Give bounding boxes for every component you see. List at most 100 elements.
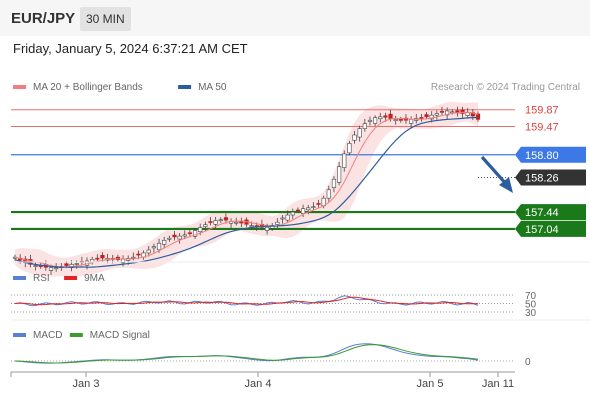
candle-body (198, 227, 203, 232)
rsi-level-label: 50 (525, 300, 537, 311)
x-tick-label: Jan 4 (245, 378, 272, 390)
candle-body (367, 119, 373, 122)
level-tags: 159.87 159.47 158.80 158.26 157.44 157.04 (515, 105, 586, 237)
candle-body (362, 123, 367, 129)
candle-body (280, 217, 285, 220)
candle-body (187, 232, 193, 235)
candle-body (429, 114, 434, 120)
candle-body (48, 267, 54, 271)
legend-label: MACD Signal (90, 330, 150, 341)
legend-label: 9MA (84, 273, 105, 284)
x-tick-label: Jan 11 (482, 378, 514, 390)
candle-body (383, 115, 388, 118)
bollinger-band-area (15, 101, 478, 277)
resistance-label: 159.47 (525, 122, 559, 134)
candle-body (208, 221, 213, 223)
legend-label: RSI (33, 273, 50, 284)
ma20-line (14, 111, 479, 268)
candle-body (434, 113, 439, 116)
timeframe-button[interactable]: 30 MIN (80, 7, 131, 31)
candle-body (192, 230, 198, 237)
x-tick-label: Jan 3 (73, 378, 100, 390)
candle-body (213, 220, 218, 225)
candle-body (300, 208, 306, 214)
macd-zero-label: 0 (525, 357, 531, 368)
ma50-line (14, 116, 479, 268)
candle-body (234, 221, 239, 224)
candle-body (100, 254, 105, 259)
candle-body (131, 256, 136, 259)
arrow-shaft (480, 155, 509, 187)
legend-swatch (13, 85, 26, 89)
candle-body (373, 117, 378, 124)
candle-body (146, 249, 151, 254)
candle-body (465, 112, 470, 116)
pivot-label: 158.80 (525, 150, 559, 162)
arrow-head (499, 177, 513, 193)
candle-body (54, 267, 59, 270)
candle-body (223, 217, 229, 221)
timestamp: Friday, January 5, 2024 6:37:21 AM CET (13, 41, 248, 56)
candle-body (182, 234, 187, 237)
candle-body (357, 128, 362, 138)
candle-body (285, 214, 290, 221)
candle-body (336, 166, 342, 183)
header-bar: EUR/JPY 30 MIN (0, 0, 590, 36)
candle-body (424, 114, 429, 118)
candle-body (311, 206, 316, 208)
candle-body (306, 207, 311, 211)
candle-body (33, 265, 38, 267)
candle-body (177, 235, 182, 240)
rsi-line (14, 295, 479, 307)
forecast-arrow (480, 155, 513, 193)
candle-body (439, 111, 445, 113)
support-label: 157.04 (525, 224, 559, 236)
candle-body (275, 221, 280, 225)
candle-body (156, 242, 162, 251)
candle-body (218, 219, 223, 221)
macd-panel: MACD MACD Signal 0 (11, 330, 531, 368)
pivot-tag (515, 146, 586, 163)
candle-body (393, 119, 398, 121)
candle-body (203, 224, 208, 227)
macd-signal-line (14, 344, 479, 364)
legend-swatch (64, 276, 78, 280)
current-price-label: 158.26 (525, 173, 559, 185)
candle-body (316, 203, 321, 205)
candle-body (64, 263, 69, 266)
bollinger-bands (15, 101, 478, 277)
legend-label: MACD (33, 330, 62, 341)
candle-body (167, 237, 172, 240)
candle-body (95, 257, 100, 260)
currency-pair-title: EUR/JPY (11, 10, 76, 27)
legend-swatch (13, 333, 26, 337)
candle-body (352, 134, 357, 141)
candle-body (347, 143, 352, 154)
research-credit: Research © 2024 Trading Central (431, 82, 580, 93)
legend-swatch (178, 85, 192, 89)
candle-body (419, 117, 424, 119)
macd-line (14, 343, 479, 364)
price-levels (11, 109, 515, 231)
candle-body (445, 110, 450, 116)
candle-body (326, 189, 331, 199)
candle-body (460, 109, 465, 114)
main-legend: MA 20 + Bollinger Bands MA 50 (13, 82, 227, 93)
candle-body (450, 111, 455, 114)
current-price-tag (515, 169, 586, 186)
candle-body (172, 234, 177, 238)
resistance-label: 159.87 (525, 105, 559, 117)
candle-body (264, 226, 270, 231)
candle-body (290, 211, 295, 216)
legend-label: MA 20 + Bollinger Bands (33, 82, 143, 93)
legend-swatch (13, 276, 26, 280)
candle-body (342, 153, 347, 168)
support-tag (515, 220, 586, 237)
candle-body (388, 113, 393, 119)
candle-body (475, 113, 481, 120)
legend-swatch (69, 333, 83, 337)
rsi-9ma-line (14, 296, 479, 306)
candle-body (295, 209, 301, 212)
